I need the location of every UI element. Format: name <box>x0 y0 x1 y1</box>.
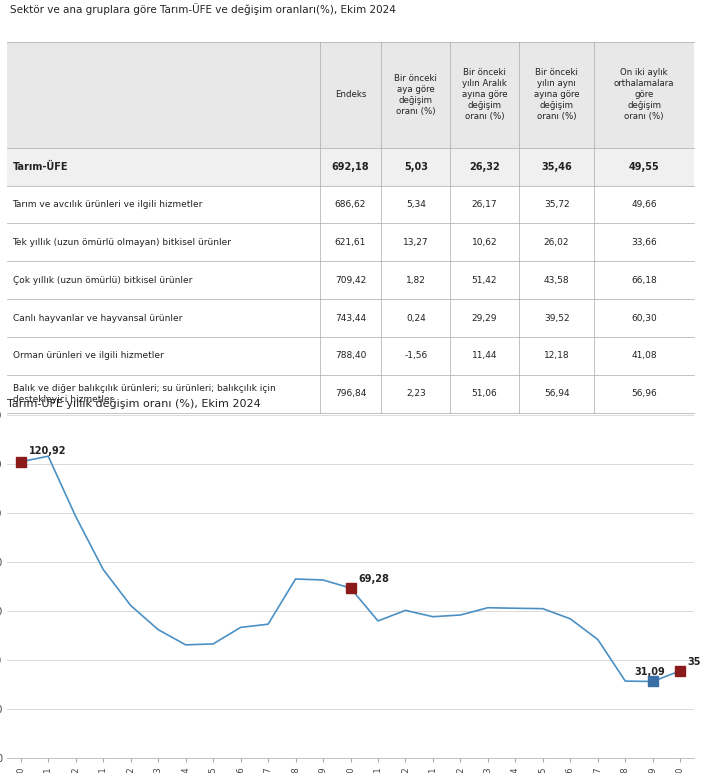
Text: -1,56: -1,56 <box>404 352 428 360</box>
Text: Tek yıllık (uzun ömürlü olmayan) bitkisel ürünler: Tek yıllık (uzun ömürlü olmayan) bitkise… <box>13 238 231 247</box>
Text: Çok yıllık (uzun ömürlü) bitkisel ürünler: Çok yıllık (uzun ömürlü) bitkisel ürünle… <box>13 276 192 284</box>
Text: 692,18: 692,18 <box>332 162 369 172</box>
Text: Tarım-ÜFE yıllık değişim oranı (%), Ekim 2024: Tarım-ÜFE yıllık değişim oranı (%), Ekim… <box>7 397 261 409</box>
Text: 686,62: 686,62 <box>335 200 366 209</box>
Text: 26,17: 26,17 <box>472 200 497 209</box>
Text: 35,72: 35,72 <box>544 200 569 209</box>
Text: 51,06: 51,06 <box>472 390 497 398</box>
Text: 66,18: 66,18 <box>632 276 657 284</box>
Text: On iki aylık
orthalamalara
göre
değişim
oranı (%): On iki aylık orthalamalara göre değişim … <box>614 68 674 121</box>
Text: 120,92: 120,92 <box>29 446 67 455</box>
Text: 5,03: 5,03 <box>404 162 428 172</box>
Text: 49,66: 49,66 <box>632 200 657 209</box>
Text: 35,46: 35,46 <box>687 657 701 667</box>
Text: 26,02: 26,02 <box>544 238 569 247</box>
Text: Bir önceki
yılın Aralık
ayına göre
değişim
oranı (%): Bir önceki yılın Aralık ayına göre değiş… <box>462 68 508 121</box>
Text: 31,09: 31,09 <box>634 666 665 676</box>
Text: 41,08: 41,08 <box>632 352 657 360</box>
Text: 743,44: 743,44 <box>335 314 366 322</box>
Text: 39,52: 39,52 <box>544 314 569 322</box>
Text: 796,84: 796,84 <box>335 390 366 398</box>
Text: 1,82: 1,82 <box>406 276 426 284</box>
Text: 56,94: 56,94 <box>544 390 569 398</box>
Text: Balık ve diğer balıkçılık ürünleri; su ürünleri; balıkçılık için
destekleyici hi: Balık ve diğer balıkçılık ürünleri; su ü… <box>13 384 275 404</box>
Text: 56,96: 56,96 <box>632 390 657 398</box>
Text: 2,23: 2,23 <box>406 390 426 398</box>
Text: Endeks: Endeks <box>335 90 366 99</box>
Text: 5,34: 5,34 <box>406 200 426 209</box>
Text: 43,58: 43,58 <box>544 276 569 284</box>
Text: 621,61: 621,61 <box>335 238 366 247</box>
Text: Tarım ve avcılık ürünleri ve ilgili hizmetler: Tarım ve avcılık ürünleri ve ilgili hizm… <box>13 200 203 209</box>
Text: 33,66: 33,66 <box>632 238 657 247</box>
Text: 10,62: 10,62 <box>472 238 497 247</box>
Text: Bir önceki
aya göre
değişim
oranı (%): Bir önceki aya göre değişim oranı (%) <box>395 73 437 116</box>
Text: Canlı hayvanlar ve hayvansal ürünler: Canlı hayvanlar ve hayvansal ürünler <box>13 314 182 322</box>
Text: 69,28: 69,28 <box>359 574 390 584</box>
Text: 35,46: 35,46 <box>541 162 572 172</box>
Text: 29,29: 29,29 <box>472 314 497 322</box>
Text: 11,44: 11,44 <box>472 352 497 360</box>
Text: Orman ürünleri ve ilgili hizmetler: Orman ürünleri ve ilgili hizmetler <box>13 352 163 360</box>
Text: 13,27: 13,27 <box>403 238 428 247</box>
Text: 60,30: 60,30 <box>632 314 657 322</box>
Bar <box>7 42 694 148</box>
Text: 0,24: 0,24 <box>406 314 426 322</box>
Text: Sektör ve ana gruplara göre Tarım-ÜFE ve değişim oranları(%), Ekim 2024: Sektör ve ana gruplara göre Tarım-ÜFE ve… <box>11 3 396 15</box>
Text: Tarım-ÜFE: Tarım-ÜFE <box>13 162 68 172</box>
Text: Bir önceki
yılın aynı
ayına göre
değişim
oranı (%): Bir önceki yılın aynı ayına göre değişim… <box>533 68 580 121</box>
Text: 12,18: 12,18 <box>544 352 569 360</box>
Bar <box>7 148 694 186</box>
Text: 26,32: 26,32 <box>469 162 500 172</box>
Text: 709,42: 709,42 <box>335 276 366 284</box>
Text: 49,55: 49,55 <box>629 162 660 172</box>
Text: 51,42: 51,42 <box>472 276 497 284</box>
Text: 788,40: 788,40 <box>335 352 366 360</box>
